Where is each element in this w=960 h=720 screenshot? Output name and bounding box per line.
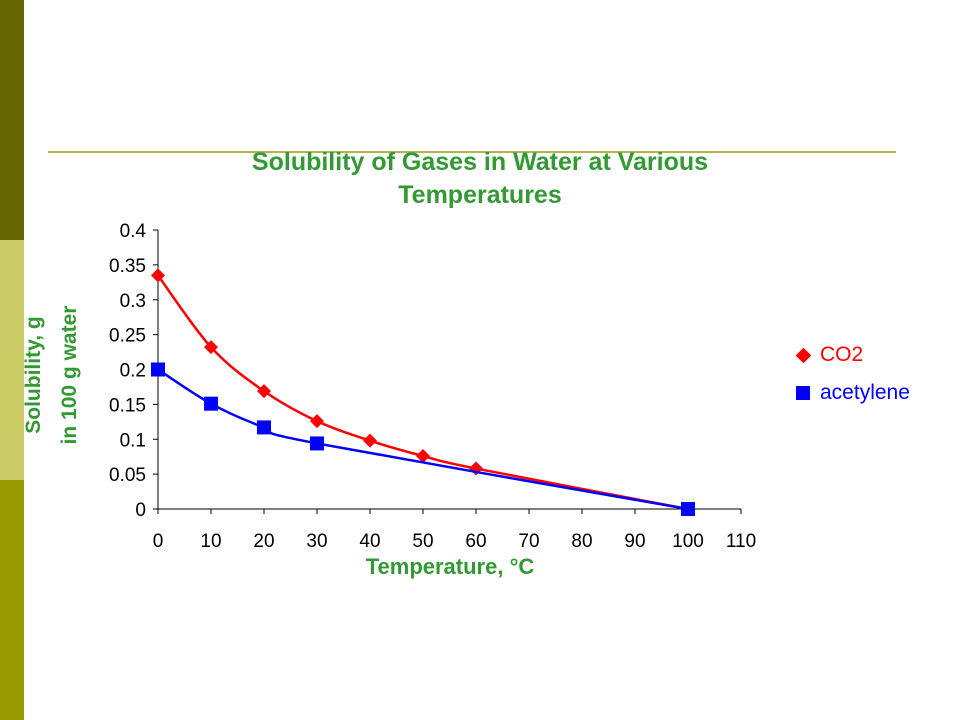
y-tick-label: 0.4 bbox=[120, 221, 147, 242]
x-tick-label: 90 bbox=[624, 531, 645, 552]
series-line-acetylene bbox=[157, 368, 689, 511]
x-tick-label: 20 bbox=[253, 531, 274, 552]
data-point-acetylene bbox=[681, 502, 695, 516]
legend-marker-co2 bbox=[795, 347, 812, 363]
chart-title: Solubility of Gases in Water at Various … bbox=[150, 146, 810, 212]
data-point-co2 bbox=[151, 268, 165, 283]
y-tick-label: 0.2 bbox=[120, 361, 146, 382]
data-point-acetylene bbox=[257, 420, 271, 435]
series-line-co2 bbox=[156, 274, 689, 511]
data-point-co2 bbox=[416, 448, 430, 463]
legend-marker-acetylene bbox=[796, 386, 810, 400]
sidebar-top-band bbox=[0, 0, 24, 240]
x-tick-label: 0 bbox=[153, 531, 164, 552]
legend-item-acetylene: acetylene bbox=[796, 380, 910, 406]
sidebar-bottom-band bbox=[0, 480, 24, 720]
x-tick-label: 110 bbox=[726, 531, 756, 552]
data-point-acetylene bbox=[310, 436, 324, 451]
y-tick-label: 0.35 bbox=[109, 256, 146, 277]
title-rule-line bbox=[48, 151, 896, 153]
chart-title-line-1: Solubility of Gases in Water at Various bbox=[251, 148, 709, 176]
legend-label-acetylene: acetylene bbox=[820, 381, 910, 404]
x-tick-label: 100 bbox=[672, 531, 704, 552]
y-tick-label: 0.15 bbox=[109, 395, 146, 416]
y-tick-label: 0.3 bbox=[120, 291, 146, 312]
y-tick-label: 0.1 bbox=[120, 430, 146, 451]
y-tick-label: 0.05 bbox=[109, 465, 146, 486]
chart-title-line-2: Temperatures bbox=[398, 181, 562, 209]
x-tick-label: 40 bbox=[359, 531, 380, 552]
data-point-co2 bbox=[257, 384, 271, 399]
chart-legend: CO2 acetylene bbox=[795, 342, 910, 418]
legend-item-co2: CO2 bbox=[795, 342, 910, 368]
x-axis-title: Temperature, °C bbox=[365, 554, 535, 579]
x-tick-label: 70 bbox=[518, 531, 539, 552]
x-tick-label: 50 bbox=[412, 531, 433, 552]
x-tick-label: 10 bbox=[200, 531, 221, 552]
sidebar-middle-band bbox=[0, 240, 24, 480]
y-tick-label: 0.25 bbox=[109, 326, 146, 347]
x-tick-label: 30 bbox=[306, 531, 327, 552]
y-tick-label: 0 bbox=[135, 500, 146, 521]
data-point-co2 bbox=[363, 433, 377, 448]
data-point-acetylene bbox=[204, 396, 218, 411]
data-point-acetylene bbox=[151, 362, 165, 377]
data-point-co2 bbox=[204, 340, 218, 355]
x-tick-label: 60 bbox=[465, 531, 486, 552]
x-tick-label: 80 bbox=[571, 531, 592, 552]
legend-label-co2: CO2 bbox=[820, 343, 864, 366]
data-point-co2 bbox=[310, 414, 324, 429]
